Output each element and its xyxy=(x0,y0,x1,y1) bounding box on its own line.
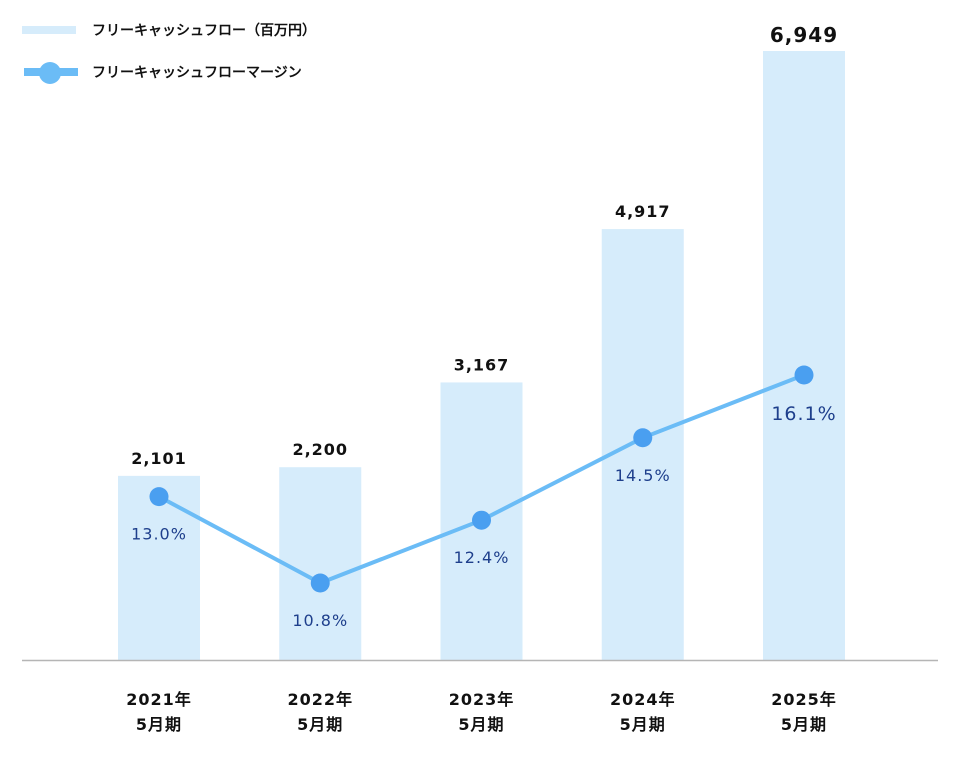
x-tick-label: 5月期 xyxy=(136,715,182,734)
margin-point xyxy=(794,365,814,385)
margin-point xyxy=(633,428,653,448)
x-tick-label: 2024年 xyxy=(610,690,676,709)
legend-line-swatch xyxy=(22,62,78,84)
margin-value-label: 16.1% xyxy=(771,403,836,425)
margin-point xyxy=(149,487,169,507)
bar-value-label: 2,200 xyxy=(292,440,348,459)
x-tick-label: 5月期 xyxy=(620,715,666,734)
bar-value-label: 4,917 xyxy=(615,202,671,221)
margin-point xyxy=(472,510,491,530)
x-tick-label: 2025年 xyxy=(771,690,837,709)
x-tick-label: 5月期 xyxy=(458,715,504,734)
x-tick-label: 5月期 xyxy=(297,715,343,734)
bar xyxy=(279,467,362,660)
legend-bar-swatch xyxy=(22,26,76,34)
bar-value-label: 3,167 xyxy=(454,355,510,374)
x-tick-label: 2022年 xyxy=(287,690,353,709)
legend-label-margin: フリーキャッシュフローマージン xyxy=(92,65,302,81)
margin-value-label: 13.0% xyxy=(131,525,187,544)
margin-point xyxy=(310,573,330,593)
legend-item-margin: フリーキャッシュフローマージン xyxy=(22,62,302,84)
bar xyxy=(118,475,200,660)
margin-value-label: 14.5% xyxy=(615,466,671,485)
x-tick-label: 5月期 xyxy=(781,715,827,734)
bar-value-label: 6,949 xyxy=(770,23,838,47)
bar-value-label: 2,101 xyxy=(131,449,187,468)
legend-label-fcf: フリーキャッシュフロー（百万円） xyxy=(92,23,316,39)
legend-item-fcf: フリーキャッシュフロー（百万円） xyxy=(22,20,316,40)
x-tick-label: 2023年 xyxy=(449,690,515,709)
x-tick-label: 2021年 xyxy=(126,690,192,709)
margin-value-label: 10.8% xyxy=(292,611,348,630)
bar xyxy=(763,51,845,660)
margin-value-label: 12.4% xyxy=(454,548,510,567)
